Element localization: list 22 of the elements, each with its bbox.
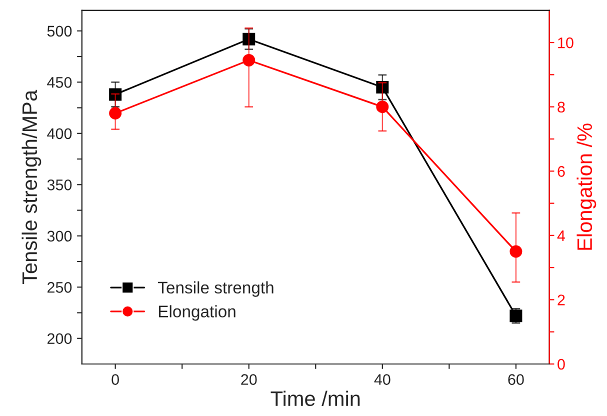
legend-label: Tensile strength [158, 281, 274, 297]
y2-tick-label: 0 [558, 358, 565, 370]
legend-label: Elongation [159, 305, 236, 321]
y2-tick-label: 8 [558, 102, 565, 113]
x-tick-label: 40 [374, 374, 390, 385]
y-tick-label: 200 [48, 333, 72, 344]
y-tick-label: 400 [47, 128, 72, 140]
y2-tick-label: 2 [558, 294, 565, 306]
y-tick-label: 500 [47, 26, 72, 37]
y-tick-label: 300 [47, 230, 72, 242]
y-tick-label: 350 [47, 180, 72, 190]
y2-axis-title: Elongation /% [576, 124, 596, 250]
x-tick-label: 0 [112, 374, 119, 385]
y-tick-label: 250 [48, 282, 72, 293]
y2-tick-label: 10 [558, 37, 574, 48]
y-axis-title: Tensile strength/MPa [22, 90, 42, 284]
x-axis-title: Time /min [270, 390, 360, 406]
x-tick-label: 20 [241, 374, 257, 385]
y-tick-label: 450 [47, 77, 72, 88]
x-tick-label: 60 [508, 374, 524, 385]
y2-tick-label: 4 [557, 230, 566, 241]
y2-tick-label: 6 [558, 166, 565, 177]
